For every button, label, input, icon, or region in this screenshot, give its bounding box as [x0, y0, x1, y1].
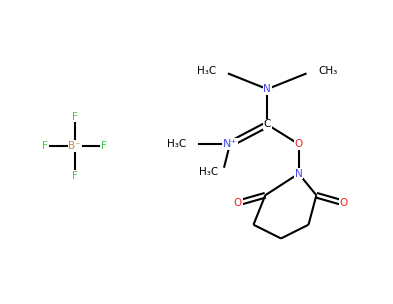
Text: F: F [72, 112, 77, 122]
Text: CH₃: CH₃ [318, 67, 338, 76]
Text: H₃C: H₃C [197, 67, 216, 76]
Text: F: F [42, 141, 48, 151]
Text: N: N [263, 84, 271, 94]
Text: N⁺: N⁺ [223, 139, 237, 149]
Text: H₃C: H₃C [199, 167, 218, 177]
Text: O: O [295, 139, 303, 149]
Text: C: C [264, 119, 271, 130]
Text: O: O [340, 198, 348, 208]
Text: O: O [234, 198, 242, 208]
Text: N: N [295, 169, 303, 179]
Text: F: F [101, 141, 107, 151]
Text: B⁻: B⁻ [68, 141, 81, 151]
Text: F: F [72, 171, 77, 181]
Text: H₃C: H₃C [167, 139, 187, 149]
